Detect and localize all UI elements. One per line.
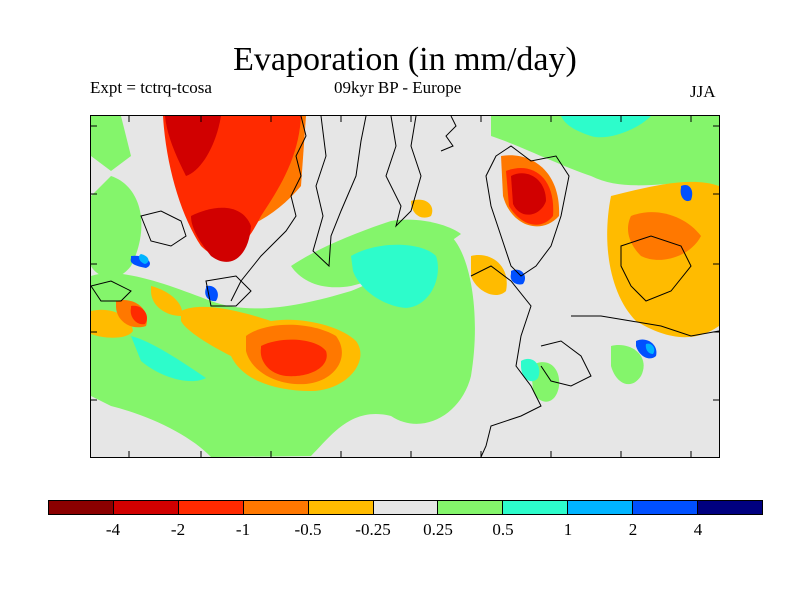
colorbar-swatch — [503, 501, 569, 514]
colorbar-tick-label: -0.5 — [294, 520, 322, 539]
colorbar-swatch — [438, 501, 504, 514]
negative-anomaly-strong-regions — [165, 116, 546, 262]
colorbar-tick-label: -1 — [235, 520, 251, 539]
colorbar-tick-label: 0.5 — [492, 520, 514, 539]
colorbar-swatch — [568, 501, 634, 514]
colorbar-tick-label: 0.25 — [423, 520, 453, 539]
colorbar-swatch — [633, 501, 699, 514]
colorbar-swatch — [308, 501, 374, 514]
map-title: Evaporation (in mm/day) — [233, 41, 577, 78]
positive-anomaly-strong-regions — [130, 184, 693, 359]
evaporation-map — [90, 115, 720, 458]
colorbar — [48, 500, 763, 515]
colorbar-tick-label: 4 — [693, 520, 703, 539]
colorbar-swatch — [178, 501, 244, 514]
colorbar-tick-label: 2 — [628, 520, 638, 539]
coastlines — [91, 116, 719, 457]
colorbar-tick-label: -2 — [170, 520, 186, 539]
colorbar-tick-label: -4 — [105, 520, 121, 539]
experiment-label: Expt = tctrq-tcosa — [90, 78, 212, 97]
colorbar-swatch — [243, 501, 309, 514]
positive-anomaly-upper-regions — [138, 254, 655, 354]
colorbar-swatch — [49, 501, 114, 514]
positive-anomaly-mid-regions — [131, 116, 651, 382]
colorbar-swatch — [698, 501, 762, 514]
period-region-label: 09kyr BP - Europe — [334, 78, 462, 97]
colorbar-swatch — [373, 501, 439, 514]
colorbar-tick-label: -0.25 — [355, 520, 391, 539]
season-label: JJA — [690, 82, 716, 101]
colorbar-swatch — [113, 501, 179, 514]
axis-ticks — [91, 116, 719, 457]
colorbar-tick-label: 1 — [563, 520, 573, 539]
